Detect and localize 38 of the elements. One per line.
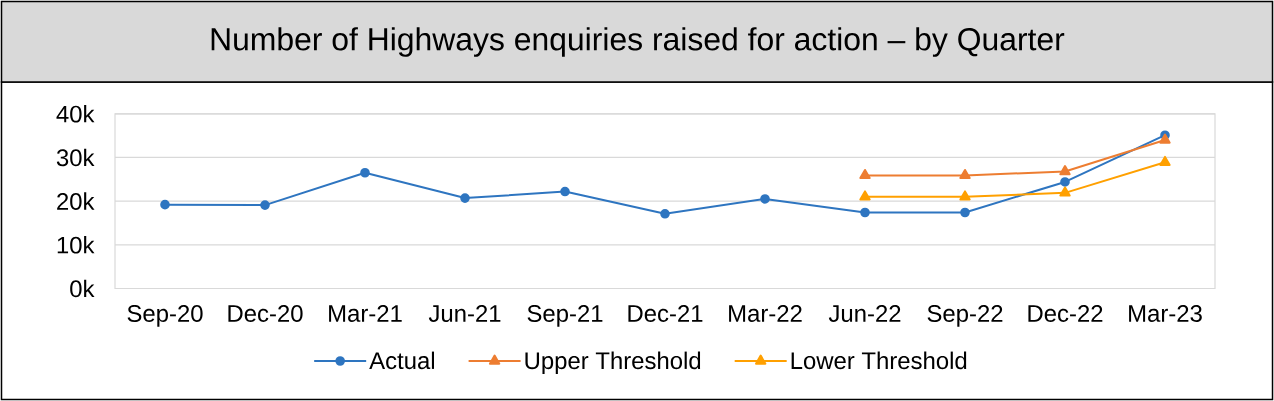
point [360,167,370,178]
point [959,168,971,180]
y-tick-label: 10k [57,236,95,254]
x-tick-label: Mar-21 [329,305,402,322]
x-tick-label: Mar-22 [729,305,802,322]
point [859,168,871,180]
x-tick-label: Jun-21 [428,305,501,322]
point [959,190,971,201]
legend-label: Lower Threshold [791,351,967,370]
point [1059,165,1071,176]
x-tick-label: Sep-21 [527,305,603,327]
x-tick-label: Sep-20 [127,305,203,327]
point [1159,133,1171,144]
x-tick-label: Jun-22 [828,305,901,322]
point [1159,155,1171,166]
legend-label: Upper Threshold [525,351,701,374]
x-tick-label: Sep-22 [927,305,1003,327]
y-tick-label: 20k [57,192,95,210]
point [760,194,770,204]
y-tick-label: 40k [56,105,95,123]
point [260,200,270,210]
point [859,190,871,201]
x-tick-label: Mar-23 [1129,305,1202,322]
y-tick-label: 0k [70,279,95,298]
point [160,199,170,210]
point [1059,186,1071,197]
chart-title: Number of Highways enquiries raised for action – by Quarter [211,27,1065,57]
point [1060,177,1070,187]
x-tick-label: Dec-20 [228,305,303,322]
point [560,186,570,197]
point [460,193,470,203]
legend-label: Actual [369,351,435,370]
y-tick-label: 30k [56,148,95,167]
point [860,207,870,218]
x-tick-label: Dec-22 [1028,305,1103,322]
x-tick-label: Dec-21 [628,305,703,322]
point [960,207,970,218]
point [660,209,670,219]
